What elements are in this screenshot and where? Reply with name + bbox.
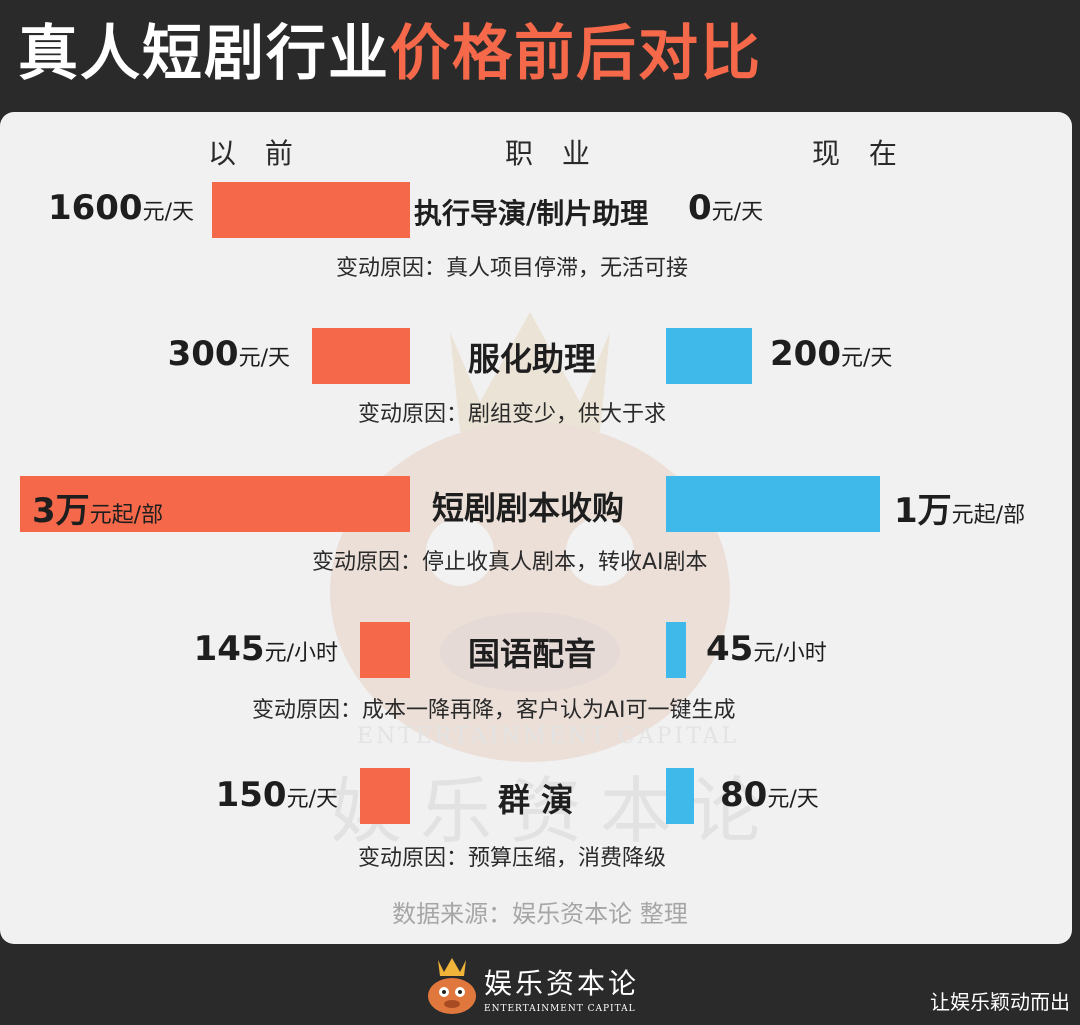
- job-label-row-3: 短剧剧本收购: [432, 489, 625, 527]
- job-label-row-2: 服化助理: [468, 340, 597, 378]
- data-source-note: 数据来源：娱乐资本论 整理: [392, 900, 688, 928]
- value-before-row-2: 300元/天: [167, 334, 290, 374]
- value-after-row-5: 80元/天: [720, 775, 819, 815]
- footer-brand: 娱乐资本论 ENTERTAINMENT CAPITAL: [484, 962, 639, 1014]
- bar-after-row-2: [666, 328, 752, 384]
- job-label-row-5: 群 演: [498, 781, 574, 819]
- value-after-row-1: 0元/天: [688, 188, 764, 228]
- bar-after-row-3: [666, 476, 880, 532]
- value-after-row-2: 200元/天: [770, 334, 893, 374]
- reason-row-2: 变动原因：剧组变少，供大于求: [358, 402, 667, 427]
- column-header-before: 以 前: [208, 137, 303, 170]
- mascot-watermark-icon: [330, 312, 730, 762]
- bar-before-row-1: [212, 182, 410, 238]
- job-label-row-1: 执行导演/制片助理: [414, 197, 649, 230]
- value-before-row-1: 1600元/天: [47, 188, 194, 228]
- column-header-after: 现 在: [812, 137, 907, 170]
- title-part-1: 真人短剧行业: [18, 19, 390, 89]
- value-before-row-4: 145元/小时: [193, 629, 338, 669]
- value-after-row-4: 45元/小时: [706, 629, 827, 669]
- bar-before-row-4: [360, 622, 410, 678]
- column-header-job: 职 业: [505, 137, 600, 170]
- footer-brand-zh: 娱乐资本论: [484, 967, 640, 1000]
- footer-slogan: 让娱乐颖动而出: [930, 990, 1070, 1014]
- bar-before-row-3: [20, 476, 410, 532]
- page-title: 真人短剧行业价格前后对比: [18, 14, 762, 94]
- value-before-row-3: 3万元起/部: [32, 491, 164, 531]
- bar-after-row-4: [666, 622, 686, 678]
- bar-before-row-5: [360, 768, 410, 824]
- reason-row-5: 变动原因：预算压缩，消费降级: [358, 846, 667, 871]
- footer-brand-en: ENTERTAINMENT CAPITAL: [484, 1004, 636, 1014]
- job-label-row-4: 国语配音: [468, 635, 597, 673]
- chart-card: ENTERTAINMENT CAPITAL 娱乐资本论 以 前 职 业 现 在 …: [0, 112, 1072, 944]
- bar-after-row-5: [666, 768, 694, 824]
- cartoon-mascot-crown-icon: [428, 958, 476, 1014]
- value-before-row-5: 150元/天: [215, 775, 338, 815]
- watermark-english: ENTERTAINMENT CAPITAL: [356, 724, 740, 749]
- reason-row-4: 变动原因：成本一降再降，客户认为AI可一键生成: [252, 698, 736, 723]
- reason-row-1: 变动原因：真人项目停滞，无活可接: [336, 256, 689, 281]
- value-after-row-3: 1万元起/部: [894, 491, 1026, 531]
- reason-row-3: 变动原因：停止收真人剧本，转收AI剧本: [312, 550, 708, 575]
- title-part-2: 价格前后对比: [390, 19, 762, 89]
- bar-before-row-2: [312, 328, 410, 384]
